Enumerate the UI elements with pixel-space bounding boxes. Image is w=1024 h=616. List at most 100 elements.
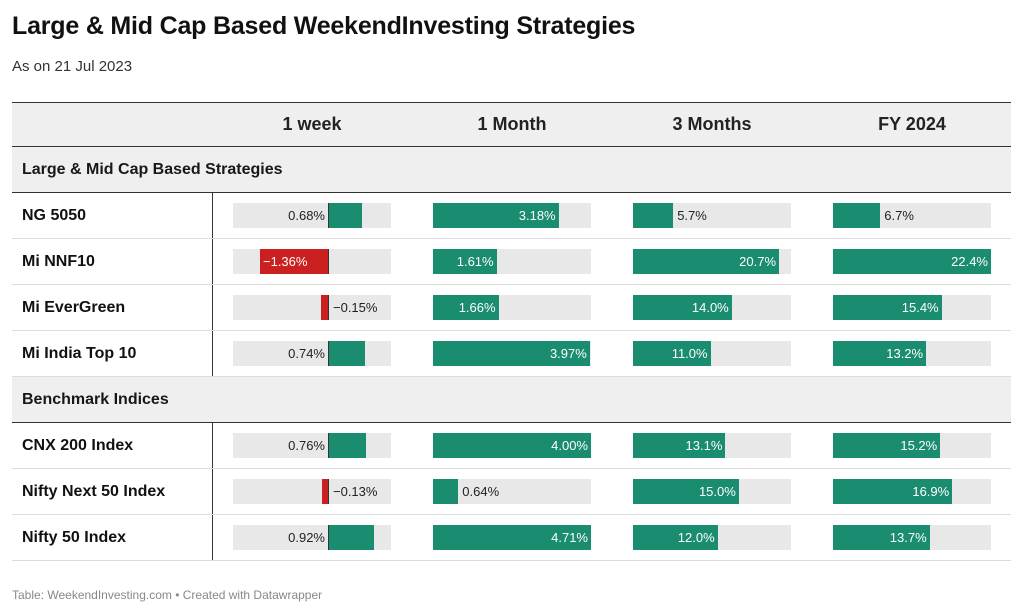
bar-positive (433, 479, 459, 504)
value-cell: 0.92% (212, 515, 412, 560)
data-label: 12.0% (677, 530, 715, 545)
bar-positive (633, 203, 674, 228)
value-cell: 0.74% (212, 331, 412, 376)
bar-negative (321, 479, 328, 504)
row-label: Nifty 50 Index (22, 529, 127, 546)
bar-positive (833, 479, 953, 504)
bar-track: −0.13% (233, 479, 391, 504)
bar-track: 3.97% (433, 341, 591, 366)
value-cell: 12.0% (612, 515, 812, 560)
data-label: 22.4% (951, 254, 988, 269)
table-header: 1 week 1 Month 3 Months FY 2024 (12, 103, 1011, 147)
bar-positive (328, 203, 362, 228)
bar-positive (433, 433, 591, 458)
value-cell: 15.2% (812, 423, 1012, 468)
group-header: Benchmark Indices (12, 377, 1011, 423)
table-row: CNX 200 Index 0.76% 4.00% 13.1% 15.2% (12, 423, 1011, 469)
column-header-3-months[interactable]: 3 Months (672, 114, 752, 134)
value-cell: −0.15% (212, 285, 412, 330)
bar-positive (328, 525, 374, 550)
row-label: NG 5050 (22, 207, 87, 224)
column-divider (212, 515, 213, 560)
data-label: 0.74% (288, 346, 325, 361)
bar-positive (833, 295, 942, 320)
data-label: 11.0% (671, 346, 708, 361)
value-cell: 14.0% (612, 285, 812, 330)
value-cell: 1.61% (412, 239, 612, 284)
bar-track: 4.71% (433, 525, 591, 550)
zero-axis (328, 295, 329, 320)
column-header-1-month[interactable]: 1 Month (477, 114, 547, 134)
bar-positive (833, 249, 991, 274)
data-label: 13.2% (886, 346, 924, 361)
value-cell: −0.13% (212, 469, 412, 514)
bar-positive (633, 249, 779, 274)
data-label: 3.97% (549, 346, 587, 361)
bar-positive (328, 433, 366, 458)
value-cell: 0.68% (212, 193, 412, 238)
bar-track: 0.74% (233, 341, 391, 366)
value-cell: 3.97% (412, 331, 612, 376)
value-cell: 0.64% (412, 469, 612, 514)
data-label: 0.68% (288, 208, 325, 223)
value-cell: 3.18% (412, 193, 612, 238)
table-row: Nifty Next 50 Index −0.13% 0.64% 15.0% 16.9% (12, 469, 1011, 515)
data-label: 16.9% (912, 484, 950, 499)
data-label: 5.7% (677, 208, 707, 223)
bar-track: −0.15% (233, 295, 391, 320)
bar-track: 0.76% (233, 433, 391, 458)
bar-negative (260, 249, 328, 274)
value-cell: 15.4% (812, 285, 1012, 330)
bar-positive (328, 341, 365, 366)
bar-positive (633, 433, 726, 458)
bar-track: 13.2% (833, 341, 991, 366)
bar-positive (433, 249, 497, 274)
bar-positive (633, 525, 718, 550)
data-label: 1.66% (458, 300, 496, 315)
value-cell: 4.71% (412, 515, 612, 560)
data-label: 4.71% (551, 530, 588, 545)
zero-axis (328, 525, 329, 550)
bar-positive (833, 203, 881, 228)
bar-track: 15.4% (833, 295, 991, 320)
bar-positive (433, 295, 499, 320)
bar-track: 15.2% (833, 433, 991, 458)
bar-positive (833, 341, 927, 366)
bar-track: 11.0% (633, 341, 791, 366)
data-label: 0.64% (462, 484, 500, 499)
bar-track: 0.64% (433, 479, 591, 504)
data-label: 4.00% (551, 438, 588, 453)
data-label: −0.15% (333, 300, 378, 315)
bar-track: 14.0% (633, 295, 791, 320)
value-cell: 4.00% (412, 423, 612, 468)
bar-positive (633, 341, 711, 366)
table-row: Mi NNF10 −1.36% 1.61% 20.7% 22.4% (12, 239, 1011, 285)
table-row: Nifty 50 Index 0.92% 4.71% 12.0% 13.7% (12, 515, 1011, 561)
table-row: Mi India Top 10 0.74% 3.97% 11.0% 13.2% (12, 331, 1011, 377)
value-cell: 1.66% (412, 285, 612, 330)
bar-track: 4.00% (433, 433, 591, 458)
value-cell: 16.9% (812, 469, 1012, 514)
value-cell: 5.7% (612, 193, 812, 238)
zero-axis (328, 249, 329, 274)
zero-axis (328, 341, 329, 366)
bar-positive (433, 203, 559, 228)
column-divider (212, 331, 213, 376)
value-cell: 6.7% (812, 193, 1012, 238)
data-label: 13.1% (685, 438, 723, 453)
zero-axis (328, 479, 329, 504)
data-label: 15.0% (698, 484, 736, 499)
data-label: 1.61% (456, 254, 494, 269)
bar-track: 15.0% (633, 479, 791, 504)
bar-track: 0.68% (233, 203, 391, 228)
bar-track: 0.92% (233, 525, 391, 550)
column-header-1-week[interactable]: 1 week (282, 114, 342, 134)
value-cell: 0.76% (212, 423, 412, 468)
value-cell: 13.1% (612, 423, 812, 468)
column-header-fy-2024[interactable]: FY 2024 (878, 114, 946, 134)
data-label: 15.2% (900, 438, 938, 453)
bar-track: 1.61% (433, 249, 591, 274)
column-divider (212, 239, 213, 284)
footer-credit: Table: WeekendInvesting.com • Created wi… (12, 588, 323, 602)
bar-track: 12.0% (633, 525, 791, 550)
